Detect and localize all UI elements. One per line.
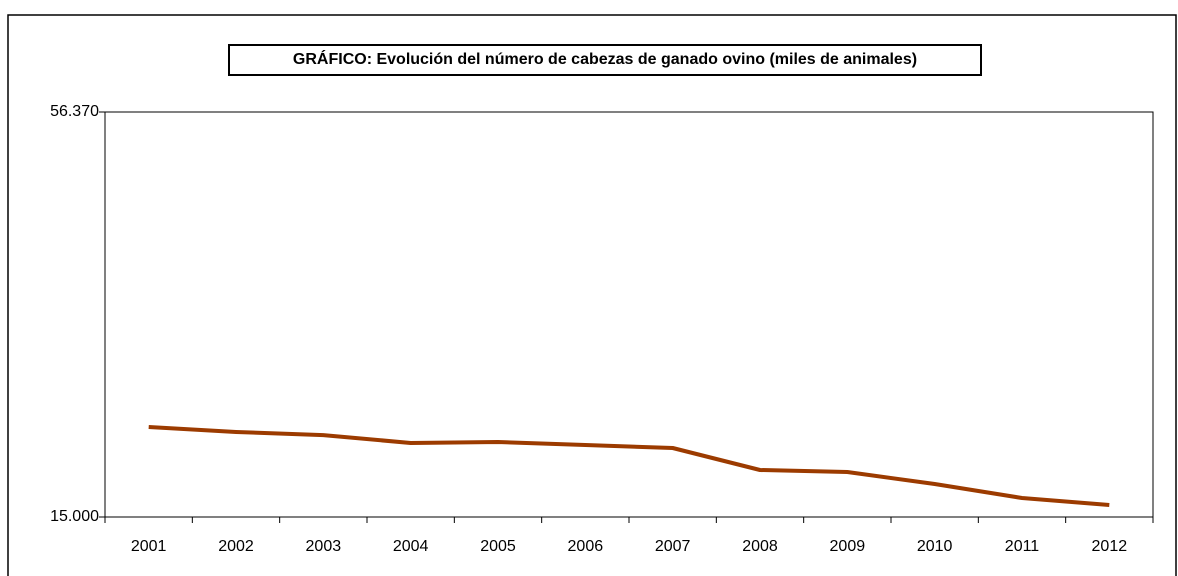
chart-frame: [7, 14, 1177, 576]
x-tick-label: 2009: [830, 538, 866, 555]
x-tick-label: 2006: [568, 538, 604, 555]
title-box: [228, 44, 982, 76]
x-tick-label: 2002: [218, 538, 254, 555]
x-tick-label: 2003: [306, 538, 342, 555]
x-tick-label: 2012: [1092, 538, 1128, 555]
x-tick-label: 2010: [917, 538, 953, 555]
y-tick-label: 56.370: [50, 103, 99, 120]
chart-title: GRÁFICO: Evolución del número de cabezas…: [293, 49, 917, 68]
x-tick-label: 2007: [655, 538, 691, 555]
x-tick-label: 2004: [393, 538, 429, 555]
x-tick-label: 2008: [742, 538, 778, 555]
x-tick-label: 2011: [1005, 538, 1040, 555]
x-tick-label: 2001: [131, 538, 167, 555]
data-line: [148, 425, 1110, 507]
plot-area: [104, 111, 1154, 518]
x-tick-label: 2005: [480, 538, 516, 555]
y-tick-label: 15.000: [50, 508, 99, 525]
